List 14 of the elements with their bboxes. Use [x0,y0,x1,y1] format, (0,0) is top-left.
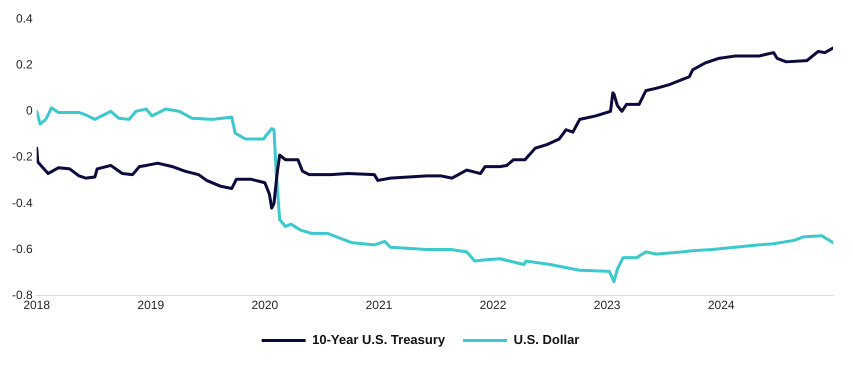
y-tick-label: 0.4 [16,12,33,26]
legend-label: U.S. Dollar [514,332,580,348]
y-tick-label: -0.2 [12,150,33,164]
legend-label: 10-Year U.S. Treasury [312,332,446,348]
y-tick-label: 0 [26,104,33,118]
x-tick-label: 2022 [480,298,507,312]
x-tick-label: 2021 [366,298,393,312]
x-tick-label: 2024 [708,298,735,312]
y-tick-label: 0.2 [16,58,33,72]
x-tick-label: 2019 [137,298,164,312]
y-tick-label: -0.6 [12,242,33,256]
x-tick-label: 2023 [594,298,621,312]
x-tick-label: 2020 [252,298,279,312]
y-tick-label: -0.4 [12,196,33,210]
